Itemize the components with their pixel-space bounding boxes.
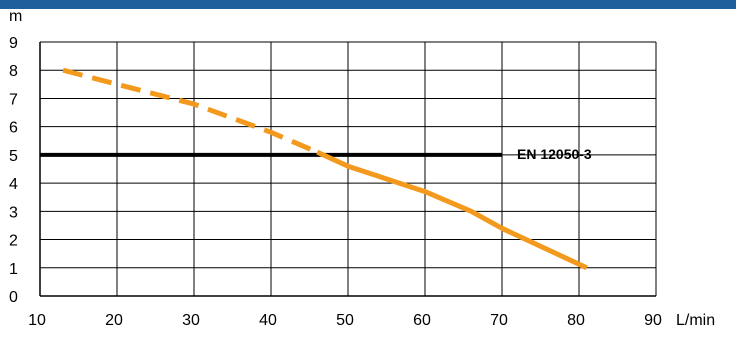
x-tick-label: 70	[490, 312, 508, 329]
x-tick-label: 30	[182, 312, 200, 329]
x-tick-label: 60	[413, 312, 431, 329]
y-tick-label: 5	[9, 148, 18, 165]
tick-labels: 10 20 30 40 50 60 70 80 90 0 1 2 3 4 5 6 7 8 9	[9, 35, 662, 329]
top-color-band	[0, 0, 736, 9]
x-tick-label: 80	[567, 312, 585, 329]
y-tick-label: 1	[9, 261, 18, 278]
grid	[39, 41, 657, 297]
y-tick-label: 8	[9, 63, 18, 80]
x-tick-label: 10	[28, 312, 46, 329]
curve-solid-segment	[316, 149, 588, 271]
x-tick-label: 40	[259, 312, 277, 329]
y-tick-label: 7	[9, 91, 18, 108]
y-tick-label: 0	[9, 289, 18, 306]
curve-dashed-segment	[62, 67, 319, 155]
y-axis-label: m	[9, 8, 22, 25]
x-tick-label: 90	[644, 312, 662, 329]
y-tick-label: 3	[9, 204, 18, 221]
series-group	[62, 67, 588, 271]
x-tick-label: 20	[105, 312, 123, 329]
y-tick-label: 6	[9, 120, 18, 137]
x-axis-label: L/min	[676, 312, 715, 329]
y-tick-label: 2	[9, 233, 18, 250]
reference-line-label: EN 12050-3	[517, 146, 592, 162]
x-tick-label: 50	[336, 312, 354, 329]
y-tick-label: 4	[9, 176, 18, 193]
y-tick-label: 9	[9, 35, 18, 52]
